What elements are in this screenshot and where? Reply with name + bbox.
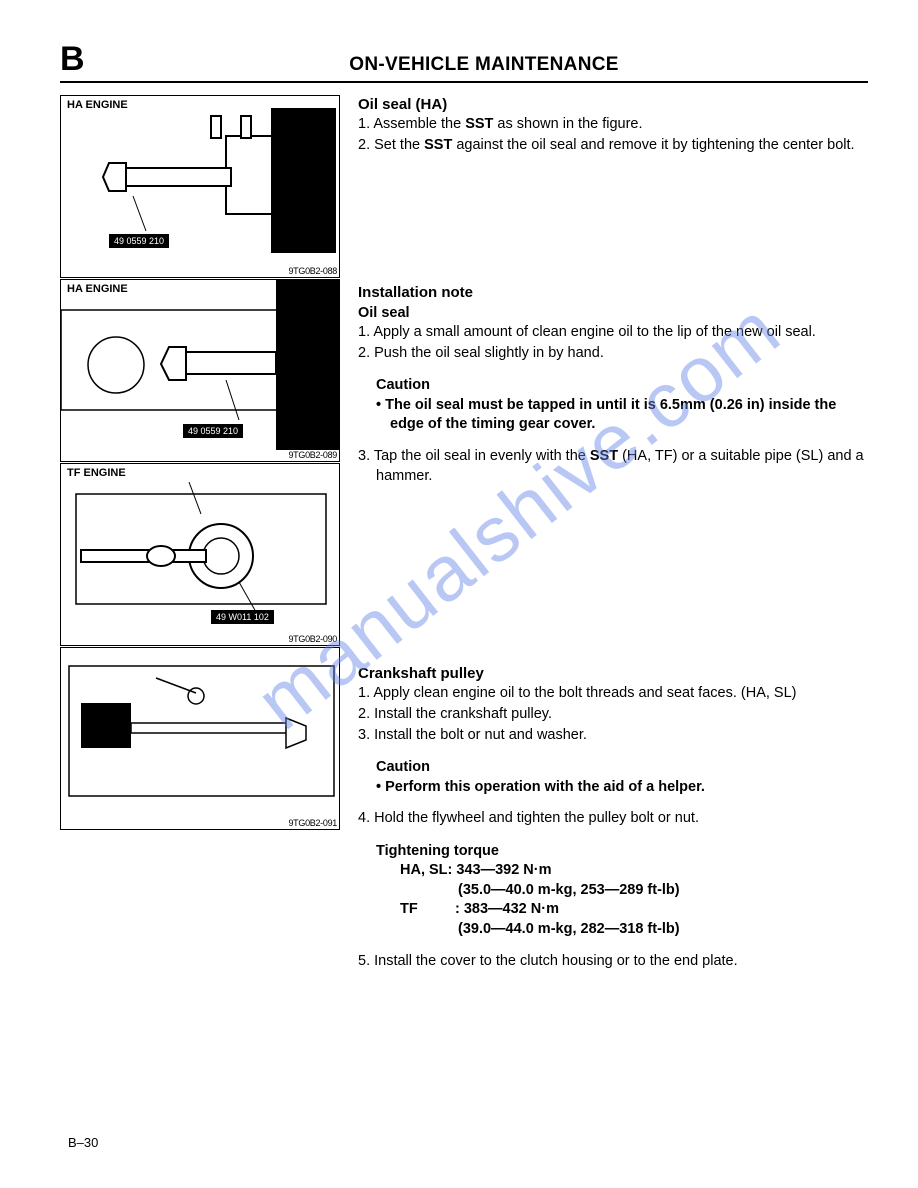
figure-caption: 9TG0B2-091 bbox=[61, 818, 339, 829]
installation-note-section: Installation note Oil seal 1. Apply a sm… bbox=[358, 283, 868, 486]
caution-bullet: • Perform this operation with the aid of… bbox=[358, 778, 868, 798]
figure-caption: 9TG0B2-090 bbox=[61, 634, 339, 645]
figure-art bbox=[61, 464, 339, 634]
sst-tag: 49 W011 102 bbox=[211, 610, 274, 624]
step-text: 1. Assemble the SST as shown in the figu… bbox=[358, 115, 868, 135]
figures-column: HA ENGINE 49 0559 210 9TG0B2-088 HA ENGI… bbox=[60, 95, 340, 981]
spacer bbox=[358, 496, 868, 664]
figure-3: TF ENGINE 49 W011 102 9TG0B2-090 bbox=[60, 463, 340, 646]
section-heading: Crankshaft pulley bbox=[358, 664, 868, 684]
torque-value: (39.0—44.0 m-kg, 282—318 ft-lb) bbox=[376, 920, 868, 940]
figure-art bbox=[61, 648, 339, 818]
section-subheading: Oil seal bbox=[358, 304, 868, 324]
step-text: 5. Install the cover to the clutch housi… bbox=[358, 952, 868, 972]
section-letter: B bbox=[60, 40, 280, 79]
page-title: ON-VEHICLE MAINTENANCE bbox=[280, 54, 868, 76]
page-header: B ON-VEHICLE MAINTENANCE bbox=[60, 40, 868, 83]
step-text: 3. Install the bolt or nut and washer. bbox=[358, 726, 868, 746]
figure-2: HA ENGINE 49 0559 210 9TG0B2-089 bbox=[60, 279, 340, 462]
caution-label: Caution bbox=[358, 376, 868, 396]
figure-label: HA ENGINE bbox=[67, 283, 128, 295]
step-text: 4. Hold the flywheel and tighten the pul… bbox=[358, 809, 868, 829]
torque-title: Tightening torque bbox=[376, 842, 868, 862]
sst-tag: 49 0559 210 bbox=[183, 424, 243, 438]
figure-caption: 9TG0B2-089 bbox=[61, 450, 339, 461]
step-text: 2. Push the oil seal slightly in by hand… bbox=[358, 344, 868, 364]
spacer bbox=[358, 165, 868, 283]
step-text: 3. Tap the oil seal in evenly with the S… bbox=[358, 447, 868, 486]
step-text: 1. Apply a small amount of clean engine … bbox=[358, 323, 868, 343]
section-heading: Installation note bbox=[358, 283, 868, 303]
caution-label: Caution bbox=[358, 758, 868, 778]
crankshaft-section: Crankshaft pulley 1. Apply clean engine … bbox=[358, 664, 868, 971]
page-number: B–30 bbox=[68, 1135, 98, 1150]
figure-1: HA ENGINE 49 0559 210 9TG0B2-088 bbox=[60, 95, 340, 278]
section-heading: Oil seal (HA) bbox=[358, 95, 868, 115]
figure-art bbox=[61, 96, 339, 266]
oil-seal-ha-section: Oil seal (HA) 1. Assemble the SST as sho… bbox=[358, 95, 868, 155]
step-text: 2. Install the crankshaft pulley. bbox=[358, 705, 868, 725]
figure-4: 9TG0B2-091 bbox=[60, 647, 340, 830]
torque-value: TF: 383—432 N·m bbox=[376, 900, 868, 920]
step-text: 1. Apply clean engine oil to the bolt th… bbox=[358, 684, 868, 704]
torque-spec: Tightening torque HA, SL: 343—392 N·m (3… bbox=[358, 842, 868, 940]
text-column: Oil seal (HA) 1. Assemble the SST as sho… bbox=[358, 95, 868, 981]
figure-label: TF ENGINE bbox=[67, 467, 126, 479]
step-text: 2. Set the SST against the oil seal and … bbox=[358, 136, 868, 156]
content-area: HA ENGINE 49 0559 210 9TG0B2-088 HA ENGI… bbox=[60, 95, 868, 981]
figure-caption: 9TG0B2-088 bbox=[61, 266, 339, 277]
torque-value: (35.0—40.0 m-kg, 253—289 ft-lb) bbox=[376, 881, 868, 901]
sst-tag: 49 0559 210 bbox=[109, 234, 169, 248]
caution-bullet: • The oil seal must be tapped in until i… bbox=[358, 396, 868, 435]
torque-value: HA, SL: 343—392 N·m bbox=[376, 861, 868, 881]
figure-label: HA ENGINE bbox=[67, 99, 128, 111]
